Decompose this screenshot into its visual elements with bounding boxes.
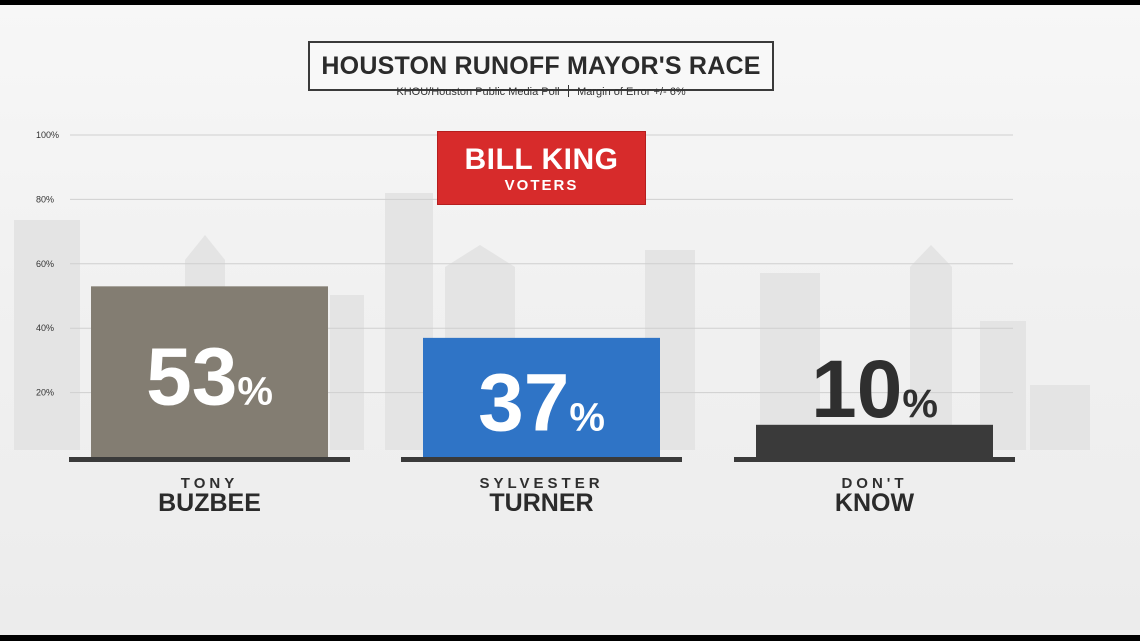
category-label-first: SYLVESTER (479, 475, 603, 492)
data-label: 10% (811, 344, 938, 435)
y-tick-label: 40% (36, 323, 54, 333)
data-label-suffix: % (237, 370, 273, 414)
data-label-value: 53 (146, 332, 237, 423)
data-label-value: 10 (811, 344, 902, 435)
bar (423, 337, 660, 457)
bar (756, 424, 993, 457)
bar (91, 286, 328, 457)
bar-baseline (69, 457, 350, 462)
bar-baseline (401, 457, 682, 462)
y-tick-label: 20% (36, 388, 54, 398)
y-tick-label: 80% (36, 194, 54, 204)
data-label: 53% (146, 332, 273, 423)
subtitle-divider (567, 85, 570, 97)
category-label-first: TONY (181, 475, 238, 492)
graphic-stage: HOUSTON RUNOFF MAYOR'S RACE KHOU/Houston… (0, 5, 1140, 635)
category-label-last: BUZBEE (158, 489, 261, 517)
data-label: 37% (478, 357, 605, 448)
y-tick-label: 100% (36, 130, 59, 140)
badge-title: BILL KING (464, 143, 619, 176)
data-label-suffix: % (569, 395, 605, 439)
y-tick-label: 60% (36, 259, 54, 269)
bar-baseline (734, 457, 1015, 462)
poll-source: KHOU/Houston Public Media Poll (396, 86, 560, 98)
category-label-last: TURNER (489, 489, 593, 517)
margin-of-error: Margin of Error +/- 6% (577, 86, 686, 98)
data-label-suffix: % (902, 382, 938, 426)
category-label-last: KNOW (835, 489, 915, 517)
badge-subtitle: VOTERS (504, 177, 579, 194)
data-label-value: 37 (478, 357, 569, 448)
title-box: HOUSTON RUNOFF MAYOR'S RACE (308, 41, 774, 91)
voter-group-badge: BILL KING VOTERS (437, 131, 646, 205)
chart-subtitle: KHOU/Houston Public Media Poll Margin of … (308, 85, 774, 98)
chart-title: HOUSTON RUNOFF MAYOR'S RACE (321, 52, 761, 80)
category-label-first: DON'T (841, 475, 907, 492)
